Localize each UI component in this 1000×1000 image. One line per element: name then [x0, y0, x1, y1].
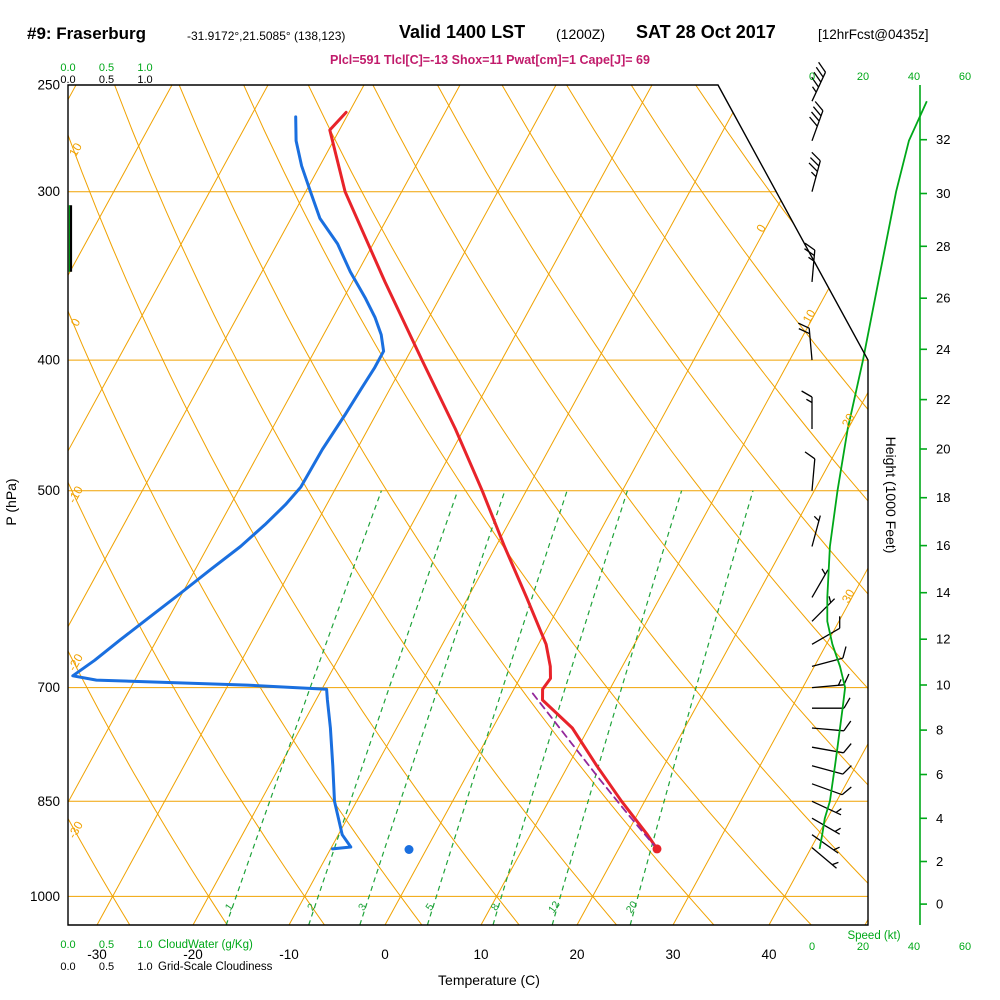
stability-indices: Plcl=591 Tlcl[C]=-13 Shox=11 Pwat[cm]=1 …: [330, 53, 650, 67]
svg-text:-10: -10: [279, 947, 299, 962]
svg-text:32: 32: [936, 132, 950, 147]
svg-text:10: 10: [66, 140, 85, 159]
svg-text:0.5: 0.5: [99, 62, 114, 74]
pressure-axis: 250 300 400 500 700 850 1000 P (hPa): [3, 78, 60, 904]
svg-text:40: 40: [908, 71, 920, 83]
svg-text:0: 0: [809, 941, 815, 953]
svg-text:40: 40: [761, 947, 776, 962]
svg-text:28: 28: [936, 239, 950, 254]
temperature-axis: -30 -20 -10 0 10 20 30 40 Temperature (C): [87, 947, 776, 988]
svg-text:Temperature (C): Temperature (C): [438, 972, 540, 988]
svg-text:20: 20: [569, 947, 584, 962]
station-coordinates: -31.9172°,21.5085° (138,123): [187, 29, 346, 43]
svg-text:-30: -30: [87, 947, 107, 962]
svg-text:0: 0: [936, 897, 943, 912]
svg-text:10: 10: [800, 307, 819, 326]
svg-text:12: 12: [546, 899, 563, 916]
sounding-curves: [71, 110, 662, 854]
svg-text:4: 4: [936, 811, 943, 826]
svg-text:400: 400: [37, 353, 60, 368]
svg-text:8: 8: [489, 901, 502, 913]
svg-text:0.0: 0.0: [60, 961, 75, 973]
svg-text:12: 12: [936, 632, 950, 647]
svg-text:0.5: 0.5: [99, 939, 114, 951]
svg-text:20: 20: [839, 411, 858, 430]
svg-text:Height (1000 Feet): Height (1000 Feet): [883, 437, 899, 554]
svg-text:18: 18: [936, 490, 950, 505]
svg-text:2: 2: [305, 901, 318, 913]
plot-frame: [67, 84, 869, 926]
svg-text:30: 30: [665, 947, 680, 962]
svg-text:0: 0: [381, 947, 389, 962]
valid-date-label: SAT 28 Oct 2017: [636, 22, 776, 42]
cloud-profile: [68, 205, 73, 272]
svg-text:40: 40: [908, 941, 920, 953]
svg-text:850: 850: [37, 794, 60, 809]
svg-text:300: 300: [37, 184, 60, 199]
svg-text:0.5: 0.5: [99, 961, 114, 973]
svg-text:8: 8: [936, 723, 943, 738]
surface-dewpoint-dot: [404, 845, 414, 854]
wind-barbs: [798, 61, 852, 869]
surface-temperature-dot: [652, 844, 662, 854]
svg-text:0.0: 0.0: [60, 74, 75, 86]
svg-text:20: 20: [857, 941, 869, 953]
svg-text:1: 1: [223, 901, 236, 913]
svg-text:10: 10: [473, 947, 488, 962]
svg-text:20: 20: [857, 71, 869, 83]
svg-text:1000: 1000: [30, 889, 60, 904]
station-title: #9: Fraserburg: [27, 24, 147, 43]
svg-text:CloudWater (g/Kg): CloudWater (g/Kg): [158, 939, 253, 951]
svg-text:5: 5: [423, 901, 436, 913]
svg-text:16: 16: [936, 538, 950, 553]
svg-text:0.0: 0.0: [60, 939, 75, 951]
svg-text:30: 30: [839, 587, 858, 606]
svg-text:-20: -20: [183, 947, 203, 962]
svg-text:0: 0: [68, 316, 84, 329]
svg-text:500: 500: [37, 483, 60, 498]
svg-text:14: 14: [936, 585, 950, 600]
svg-text:Grid-Scale Cloudiness: Grid-Scale Cloudiness: [158, 961, 273, 973]
valid-time-label: Valid 1400 LST: [399, 22, 526, 42]
svg-text:0: 0: [753, 222, 769, 235]
svg-text:1.0: 1.0: [137, 939, 152, 951]
skewt-background-grid: [68, 85, 868, 925]
svg-text:10: 10: [936, 678, 950, 693]
svg-text:2: 2: [936, 854, 943, 869]
svg-text:3: 3: [356, 901, 369, 913]
svg-text:24: 24: [936, 342, 950, 357]
svg-text:6: 6: [936, 767, 943, 782]
cloud-scales: 0.00.00.00.00.50.50.50.51.01.01.01.0Clou…: [60, 62, 272, 973]
svg-text:0.0: 0.0: [60, 62, 75, 74]
svg-text:20: 20: [624, 899, 641, 916]
svg-text:20: 20: [936, 442, 950, 457]
svg-text:0.5: 0.5: [99, 74, 114, 86]
forecast-tag: [12hrFcst@0435z]: [818, 27, 929, 42]
svg-text:1.0: 1.0: [137, 62, 152, 74]
svg-text:60: 60: [959, 71, 971, 83]
valid-zulu-label: (1200Z): [556, 26, 606, 42]
svg-text:P (hPa): P (hPa): [3, 478, 19, 525]
svg-text:1.0: 1.0: [137, 74, 152, 86]
svg-text:30: 30: [936, 186, 950, 201]
svg-text:Speed (kt): Speed (kt): [847, 930, 900, 942]
svg-text:26: 26: [936, 291, 950, 306]
svg-text:60: 60: [959, 941, 971, 953]
svg-text:22: 22: [936, 392, 950, 407]
svg-text:250: 250: [37, 78, 60, 93]
svg-text:1.0: 1.0: [137, 961, 152, 973]
wind-speed-curve: [818, 100, 928, 850]
svg-text:700: 700: [37, 680, 60, 695]
svg-text:0: 0: [809, 71, 815, 83]
